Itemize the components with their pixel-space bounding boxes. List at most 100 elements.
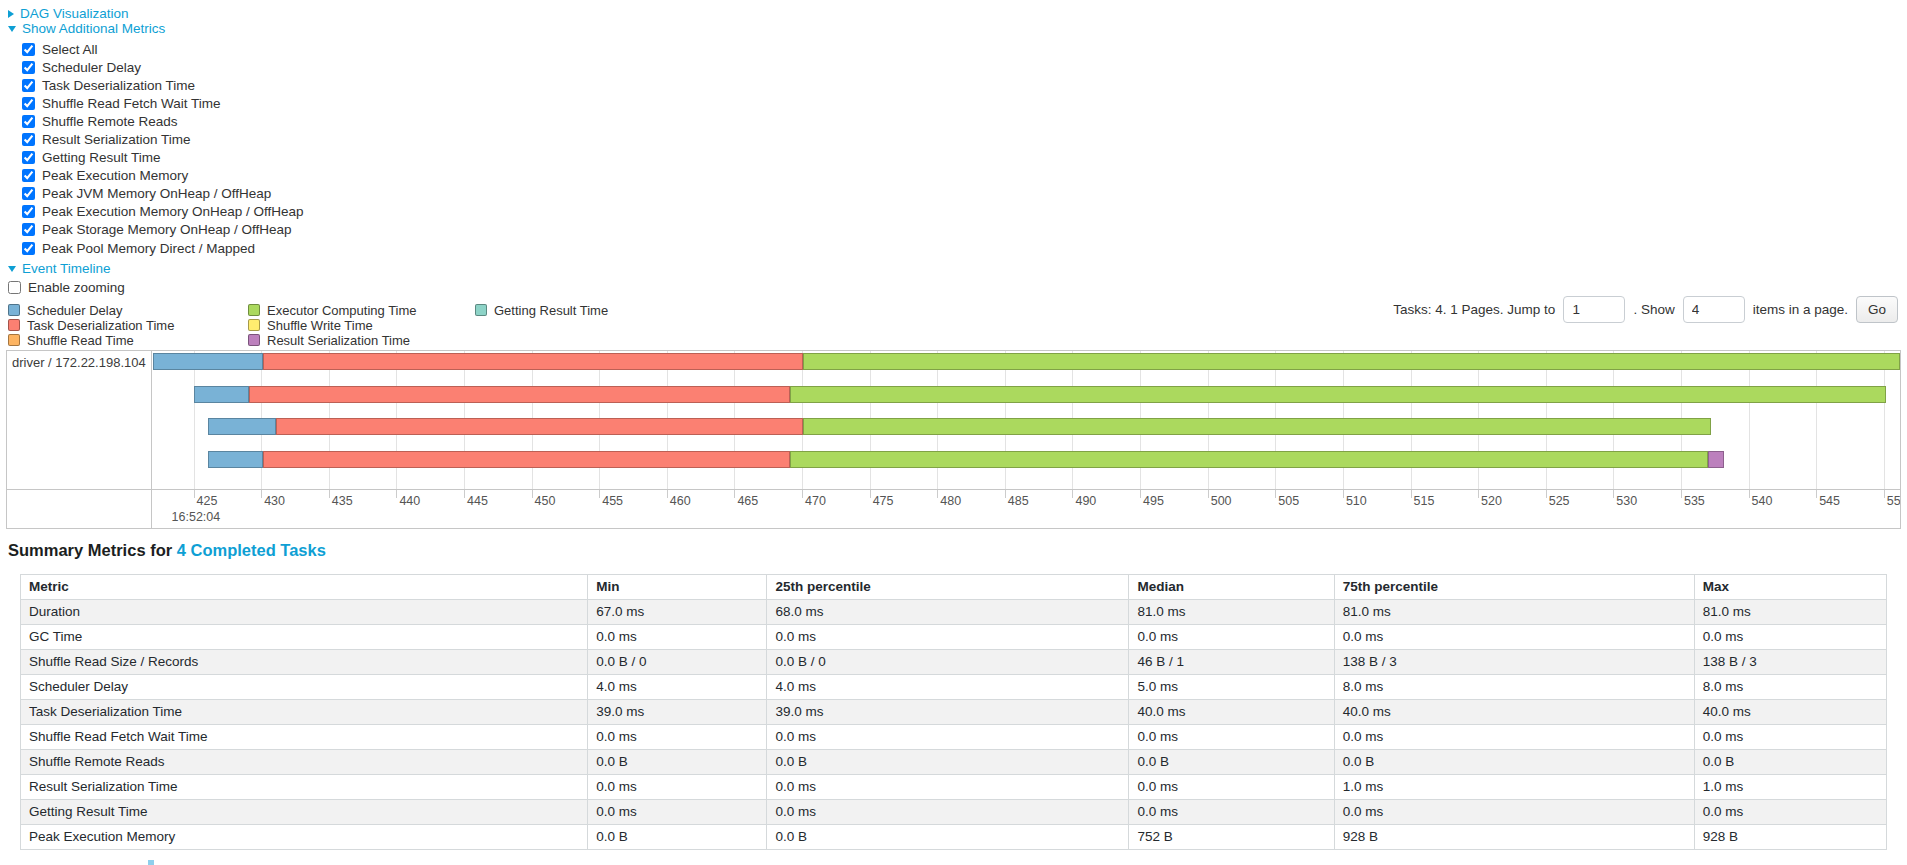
timeline-task-segment-task-deserialization[interactable] <box>249 386 790 403</box>
table-row-peak-execution-memory: Peak Execution Memory0.0 B0.0 B752 B928 … <box>21 825 1887 850</box>
expanded-arrow-icon <box>8 266 16 272</box>
legend-label: Shuffle Read Time <box>27 333 134 348</box>
pagination-controls: Tasks: 4. 1 Pages. Jump to . Show items … <box>1393 296 1898 323</box>
metric-checkbox-peak-pool-memory-direct-mapped[interactable] <box>22 242 35 255</box>
axis-tick-label: 435 <box>332 494 353 508</box>
axis-tick-label: 510 <box>1346 494 1367 508</box>
metric-checkbox-result-serialization-time[interactable] <box>22 133 35 146</box>
legend-swatch-getting-result-time <box>475 304 487 316</box>
metric-value-cell: 4.0 ms <box>588 675 767 700</box>
metric-value-cell: 40.0 ms <box>1694 700 1886 725</box>
event-timeline-toggle[interactable]: Event Timeline <box>8 261 111 276</box>
legend-swatch-result-serialization-time <box>248 334 260 346</box>
metric-value-cell: 0.0 ms <box>1334 725 1694 750</box>
metric-value-cell: 0.0 B / 0 <box>767 650 1129 675</box>
metric-value-cell: 81.0 ms <box>1694 600 1886 625</box>
metric-value-cell: 138 B / 3 <box>1334 650 1694 675</box>
metric-checkbox-scheduler-delay[interactable] <box>22 61 35 74</box>
axis-tick-label: 425 <box>197 494 218 508</box>
metric-checkbox-shuffle-read-fetch-wait-time[interactable] <box>22 97 35 110</box>
show-additional-metrics-toggle[interactable]: Show Additional Metrics <box>8 21 165 36</box>
timeline-plot-area <box>153 351 1900 489</box>
axis-tick <box>802 490 803 498</box>
metric-value-cell: 0.0 ms <box>588 775 767 800</box>
legend-swatch-executor-computing-time <box>248 304 260 316</box>
metric-value-cell: 0.0 ms <box>1129 800 1334 825</box>
metric-checkbox-row-peak-jvm-memory-onheap-offheap: Peak JVM Memory OnHeap / OffHeap <box>22 185 304 203</box>
items-per-page-input[interactable] <box>1683 296 1745 323</box>
timeline-legend: Scheduler DelayTask Deserialization Time… <box>8 303 668 351</box>
completed-tasks-link[interactable]: 4 Completed Tasks <box>177 541 326 559</box>
summary-heading-prefix: Summary Metrics for <box>8 541 172 559</box>
dag-visualization-link[interactable]: DAG Visualization <box>20 6 129 21</box>
show-additional-metrics-link[interactable]: Show Additional Metrics <box>22 21 165 36</box>
legend-column-0: Scheduler DelayTask Deserialization Time… <box>8 303 174 347</box>
metric-name-cell: Task Deserialization Time <box>21 700 588 725</box>
metric-name-cell: Scheduler Delay <box>21 675 588 700</box>
metric-value-cell: 1.0 ms <box>1334 775 1694 800</box>
metric-name-cell: Shuffle Read Size / Records <box>21 650 588 675</box>
metric-name-cell: Duration <box>21 600 588 625</box>
table-row-getting-result-time: Getting Result Time0.0 ms0.0 ms0.0 ms0.0… <box>21 800 1887 825</box>
legend-swatch-task-deserialization-time <box>8 319 20 331</box>
axis-tick <box>1005 490 1006 498</box>
metric-checkbox-row-peak-pool-memory-direct-mapped: Peak Pool Memory Direct / Mapped <box>22 239 304 257</box>
metric-checkbox-peak-execution-memory[interactable] <box>22 169 35 182</box>
axis-tick-label: 505 <box>1278 494 1299 508</box>
metric-checkbox-select-all[interactable] <box>22 43 35 56</box>
timeline-task-segment-task-deserialization[interactable] <box>263 451 790 468</box>
metric-checkbox-row-result-serialization-time: Result Serialization Time <box>22 130 304 148</box>
table-row-result-serialization-time: Result Serialization Time0.0 ms0.0 ms0.0… <box>21 775 1887 800</box>
timeline-task-segment-task-deserialization[interactable] <box>276 418 803 435</box>
metric-checkbox-label: Shuffle Remote Reads <box>42 114 178 129</box>
timeline-task-segment-executor-computing[interactable] <box>790 386 1887 403</box>
timeline-task-segment-result-serialization[interactable] <box>1708 451 1724 468</box>
axis-tick <box>870 490 871 498</box>
axis-tick <box>1208 490 1209 498</box>
metric-value-cell: 928 B <box>1334 825 1694 850</box>
axis-tick <box>1884 490 1885 498</box>
timeline-task-segment-scheduler-delay[interactable] <box>153 353 263 370</box>
axis-tick <box>734 490 735 498</box>
timeline-task-segment-executor-computing[interactable] <box>790 451 1708 468</box>
metric-checkbox-label: Peak Execution Memory OnHeap / OffHeap <box>42 204 304 219</box>
axis-tick <box>1478 490 1479 498</box>
enable-zooming-checkbox[interactable] <box>8 281 21 294</box>
spark-stage-detail-page: DAG Visualization Show Additional Metric… <box>0 0 1907 865</box>
metric-value-cell: 40.0 ms <box>1334 700 1694 725</box>
timeline-task-segment-executor-computing[interactable] <box>803 418 1710 435</box>
metric-value-cell: 0.0 ms <box>767 625 1129 650</box>
metric-checkbox-peak-execution-memory-onheap-offheap[interactable] <box>22 205 35 218</box>
collapsed-arrow-icon <box>8 10 14 18</box>
axis-tick-label: 475 <box>873 494 894 508</box>
timeline-task-segment-task-deserialization[interactable] <box>263 353 804 370</box>
metric-checkbox-getting-result-time[interactable] <box>22 151 35 164</box>
metric-value-cell: 0.0 B <box>767 750 1129 775</box>
metric-value-cell: 0.0 ms <box>1694 625 1886 650</box>
metric-checkbox-row-select-all: Select All <box>22 40 304 58</box>
metric-value-cell: 0.0 ms <box>767 775 1129 800</box>
metric-value-cell: 0.0 B <box>588 825 767 850</box>
dag-visualization-toggle[interactable]: DAG Visualization <box>8 6 129 21</box>
metric-checkbox-task-deserialization-time[interactable] <box>22 79 35 92</box>
metric-checkbox-shuffle-remote-reads[interactable] <box>22 115 35 128</box>
metric-checkbox-peak-jvm-memory-onheap-offheap[interactable] <box>22 187 35 200</box>
go-button[interactable]: Go <box>1856 296 1898 323</box>
metric-checkbox-label: Scheduler Delay <box>42 60 141 75</box>
metric-value-cell: 0.0 B <box>1334 750 1694 775</box>
jump-to-page-input[interactable] <box>1563 296 1625 323</box>
timeline-task-segment-scheduler-delay[interactable] <box>208 451 262 468</box>
metric-checkbox-peak-storage-memory-onheap-offheap[interactable] <box>22 223 35 236</box>
timeline-task-segment-scheduler-delay[interactable] <box>208 418 276 435</box>
column-header-75th-percentile: 75th percentile <box>1334 575 1694 600</box>
axis-tick-label: 545 <box>1819 494 1840 508</box>
axis-tick <box>1681 490 1682 498</box>
axis-tick <box>1072 490 1073 498</box>
gridline <box>1749 351 1750 489</box>
timeline-task-segment-scheduler-delay[interactable] <box>194 386 249 403</box>
event-timeline-link[interactable]: Event Timeline <box>22 261 111 276</box>
timeline-task-segment-executor-computing[interactable] <box>803 353 1900 370</box>
legend-swatch-shuffle-write-time <box>248 319 260 331</box>
metric-value-cell: 0.0 ms <box>767 800 1129 825</box>
legend-label: Executor Computing Time <box>267 303 417 318</box>
